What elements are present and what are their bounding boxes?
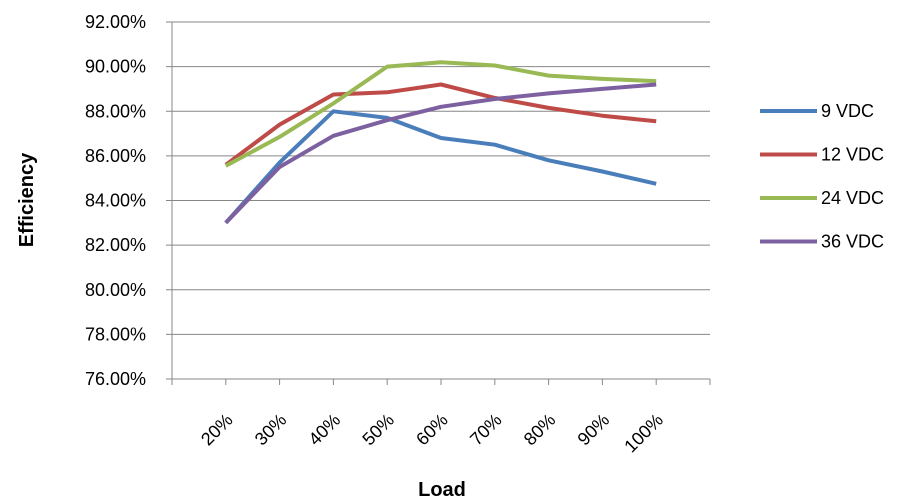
legend-label-12-vdc: 12 VDC [821, 145, 884, 165]
y-tick-label: 76.00% [85, 369, 146, 389]
legend-label-9-vdc: 9 VDC [821, 101, 874, 121]
x-tick-label: 90% [574, 410, 614, 450]
y-tick-label: 86.00% [85, 146, 146, 166]
legend-label-36-vdc: 36 VDC [821, 232, 884, 252]
x-tick-label: 30% [251, 410, 291, 450]
y-tick-label: 82.00% [85, 235, 146, 255]
x-tick-label: 80% [520, 410, 560, 450]
y-tick-label: 88.00% [85, 101, 146, 121]
series-line-12-vdc [224, 82, 657, 167]
series-line-24-vdc [224, 60, 657, 168]
axes [171, 22, 711, 385]
series-line-9-vdc [224, 109, 657, 225]
y-tick-label: 80.00% [85, 280, 146, 300]
x-tick-label: 100% [620, 410, 667, 457]
gridlines [166, 21, 710, 380]
y-tick-label: 90.00% [85, 57, 146, 77]
x-axis-title: Load [418, 479, 466, 501]
series-line-36-vdc [224, 82, 657, 225]
y-tick-label: 78.00% [85, 324, 146, 344]
legend: 9 VDC 12 VDC 24 VDC 36 VDC [760, 101, 884, 252]
x-tick-label: 60% [412, 410, 452, 450]
series-lines [224, 60, 657, 225]
y-tick-label: 92.00% [85, 12, 146, 32]
x-tick-label: 70% [466, 410, 506, 450]
x-tick-label: 20% [197, 410, 237, 450]
x-tick-label: 50% [358, 410, 398, 450]
y-tick-label: 84.00% [85, 191, 146, 211]
legend-label-24-vdc: 24 VDC [821, 188, 884, 208]
x-tick-label: 40% [305, 410, 345, 450]
y-axis-title: Efficiency [16, 152, 38, 247]
